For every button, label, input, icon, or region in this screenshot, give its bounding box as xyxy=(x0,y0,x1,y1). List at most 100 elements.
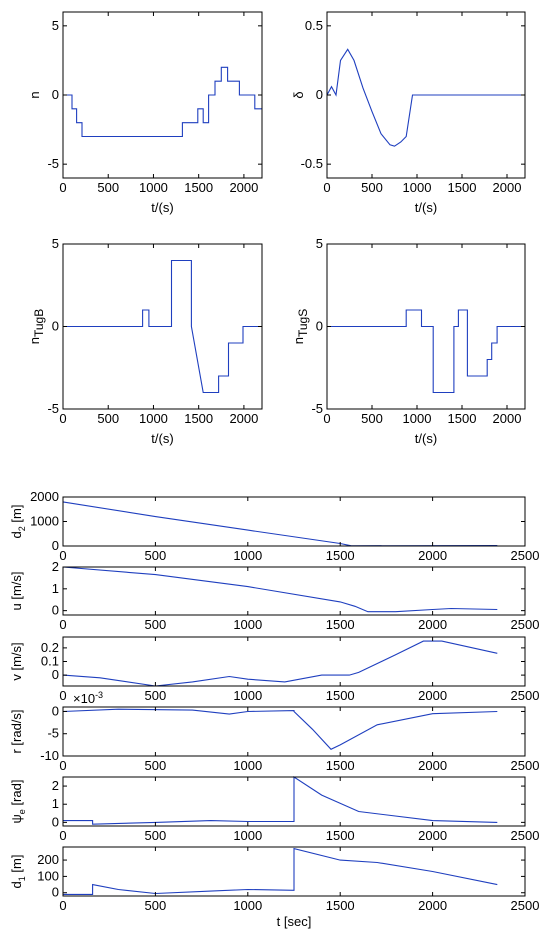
x-axis-label: t/(s) xyxy=(415,431,437,446)
scale-exponent: -3 xyxy=(95,690,103,700)
x-tick-label: 0 xyxy=(323,411,330,426)
y-tick-label: 2 xyxy=(52,778,59,793)
x-tick-label: 1500 xyxy=(326,548,355,563)
x-tick-label: 0 xyxy=(59,180,66,195)
plot-area xyxy=(63,567,525,615)
y-axis-label: v [m/s] xyxy=(9,642,24,680)
x-axis-label: t/(s) xyxy=(415,200,437,215)
x-tick-label: 500 xyxy=(145,617,167,632)
x-axis-label: t/(s) xyxy=(151,200,173,215)
y-tick-label: 0 xyxy=(52,87,59,102)
x-tick-label: 2500 xyxy=(511,898,540,913)
subplot xyxy=(63,497,525,546)
y-tick-label: -5 xyxy=(311,401,323,416)
y-tick-label: 5 xyxy=(316,236,323,251)
y-axis-label: nTugB xyxy=(27,309,46,344)
y-label-text: r [rad/s] xyxy=(9,709,24,753)
x-tick-label: 1000 xyxy=(233,688,262,703)
y-label-text: δ xyxy=(291,91,306,98)
x-tick-label: 500 xyxy=(145,898,167,913)
y-tick-label: 0.2 xyxy=(41,640,59,655)
x-tick-label: 500 xyxy=(145,548,167,563)
x-tick-label: 1500 xyxy=(448,411,477,426)
x-tick-label: 0 xyxy=(59,688,66,703)
y-tick-label: 2 xyxy=(52,559,59,574)
y-tick-label: 5 xyxy=(52,236,59,251)
x-tick-label: 500 xyxy=(361,180,383,195)
x-tick-label: 1000 xyxy=(139,180,168,195)
x-tick-label: 1000 xyxy=(233,758,262,773)
x-tick-label: 1000 xyxy=(403,180,432,195)
y-label-text: v [m/s] xyxy=(9,642,24,680)
y-tick-label: -5 xyxy=(47,726,59,741)
x-tick-label: 2000 xyxy=(418,688,447,703)
y-tick-label: 0 xyxy=(52,538,59,553)
y-axis-label: ψe [rad] xyxy=(9,780,27,824)
plot-area xyxy=(63,707,525,756)
x-tick-label: 500 xyxy=(145,688,167,703)
y-tick-label: -5 xyxy=(47,401,59,416)
x-tick-label: 2000 xyxy=(229,411,258,426)
x-tick-label: 500 xyxy=(145,828,167,843)
x-tick-label: 1000 xyxy=(403,411,432,426)
x-tick-label: 1500 xyxy=(326,898,355,913)
x-tick-label: 1500 xyxy=(326,758,355,773)
data-line xyxy=(327,309,525,394)
subplot xyxy=(63,637,525,686)
x-tick-label: 2000 xyxy=(418,828,447,843)
y-tick-label: -5 xyxy=(47,156,59,171)
x-tick-label: 2000 xyxy=(493,180,522,195)
subplot xyxy=(63,12,262,178)
y-label-subscript: TugB xyxy=(32,309,46,337)
subplot xyxy=(63,567,525,615)
x-tick-label: 1500 xyxy=(326,688,355,703)
data-line xyxy=(63,775,498,825)
plot-frame xyxy=(62,706,526,757)
x-tick-label: 0 xyxy=(59,758,66,773)
data-line xyxy=(326,48,525,147)
y-axis-label: r [rad/s] xyxy=(9,709,24,753)
y-label-text: n xyxy=(291,337,306,344)
x-tick-label: 2000 xyxy=(418,898,447,913)
x-axis-label: t/(s) xyxy=(151,431,173,446)
y-tick-label: 5 xyxy=(52,18,59,33)
y-tick-label: 0.5 xyxy=(305,18,323,33)
x-tick-label: 1500 xyxy=(184,180,213,195)
y-tick-label: 0 xyxy=(52,814,59,829)
plot-frame xyxy=(62,846,526,897)
x-axis-label: t [sec] xyxy=(277,914,312,929)
y-tick-label: 2000 xyxy=(30,489,59,504)
y-axis-label: n xyxy=(27,91,42,98)
x-tick-label: 500 xyxy=(97,180,119,195)
x-tick-label: 1000 xyxy=(233,898,262,913)
x-tick-label: 2500 xyxy=(511,617,540,632)
plot-frame xyxy=(62,776,526,827)
x-tick-label: 1500 xyxy=(184,411,213,426)
plot-area xyxy=(63,12,262,178)
x-tick-label: 2000 xyxy=(493,411,522,426)
scale-base: ×10 xyxy=(73,691,95,706)
data-line xyxy=(63,259,262,394)
plot-frame xyxy=(62,566,526,616)
y-tick-label: 0.1 xyxy=(41,654,59,669)
y-tick-label: 0 xyxy=(52,319,59,334)
x-tick-label: 0 xyxy=(59,828,66,843)
y-tick-label: 100 xyxy=(37,868,59,883)
y-tick-label: 0 xyxy=(316,319,323,334)
x-tick-label: 2500 xyxy=(511,828,540,843)
subplot xyxy=(63,707,525,756)
x-tick-label: 0 xyxy=(59,411,66,426)
y-label-text: ψ xyxy=(9,814,24,823)
x-tick-label: 0 xyxy=(59,617,66,632)
y-tick-label: 0 xyxy=(52,667,59,682)
x-tick-label: 500 xyxy=(145,758,167,773)
y-tick-label: 0 xyxy=(52,703,59,718)
y-tick-label: 1 xyxy=(52,796,59,811)
axis-scale: ×10-3 xyxy=(73,690,103,706)
x-tick-label: 2000 xyxy=(418,617,447,632)
plot-area xyxy=(63,497,525,546)
plot-area xyxy=(63,637,525,686)
x-tick-label: 2500 xyxy=(511,758,540,773)
y-axis-label: d1 [m] xyxy=(9,855,27,889)
